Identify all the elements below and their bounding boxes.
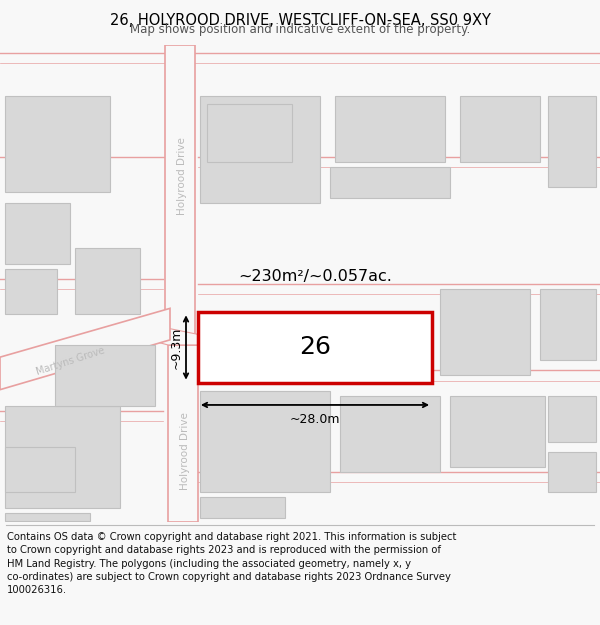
Bar	[5, 512, 90, 521]
Bar	[548, 452, 596, 493]
Bar	[548, 96, 596, 188]
Bar	[207, 104, 292, 162]
Text: ~9.3m: ~9.3m	[170, 326, 183, 369]
Bar	[200, 96, 320, 202]
Text: Holyrood Drive: Holyrood Drive	[177, 138, 187, 215]
Text: Martyns Grove: Martyns Grove	[34, 346, 106, 377]
Polygon shape	[168, 345, 198, 522]
Bar	[5, 406, 120, 508]
Text: Holyrood Drive: Holyrood Drive	[180, 412, 190, 489]
Bar	[540, 289, 596, 360]
Polygon shape	[145, 324, 200, 345]
Text: Contains OS data © Crown copyright and database right 2021. This information is : Contains OS data © Crown copyright and d…	[7, 532, 457, 595]
Bar	[75, 248, 140, 314]
Polygon shape	[0, 308, 170, 390]
Text: ~28.0m: ~28.0m	[290, 413, 340, 426]
Bar	[335, 96, 445, 162]
Bar	[5, 269, 57, 314]
Bar	[460, 96, 540, 162]
Bar	[200, 391, 330, 492]
Bar	[55, 345, 155, 406]
Bar	[440, 289, 530, 376]
Bar	[198, 312, 432, 382]
Text: 26, HOLYROOD DRIVE, WESTCLIFF-ON-SEA, SS0 9XY: 26, HOLYROOD DRIVE, WESTCLIFF-ON-SEA, SS…	[110, 12, 490, 28]
Bar	[5, 202, 70, 264]
Text: 26: 26	[299, 336, 331, 359]
Bar	[5, 447, 75, 493]
Polygon shape	[165, 45, 195, 335]
Bar	[330, 167, 450, 198]
Text: ~230m²/~0.057ac.: ~230m²/~0.057ac.	[238, 269, 392, 284]
Bar	[450, 396, 545, 467]
Text: Map shows position and indicative extent of the property.: Map shows position and indicative extent…	[130, 23, 470, 36]
Bar	[5, 96, 110, 192]
Bar	[200, 498, 285, 518]
Bar	[548, 396, 596, 441]
Bar	[340, 396, 440, 472]
